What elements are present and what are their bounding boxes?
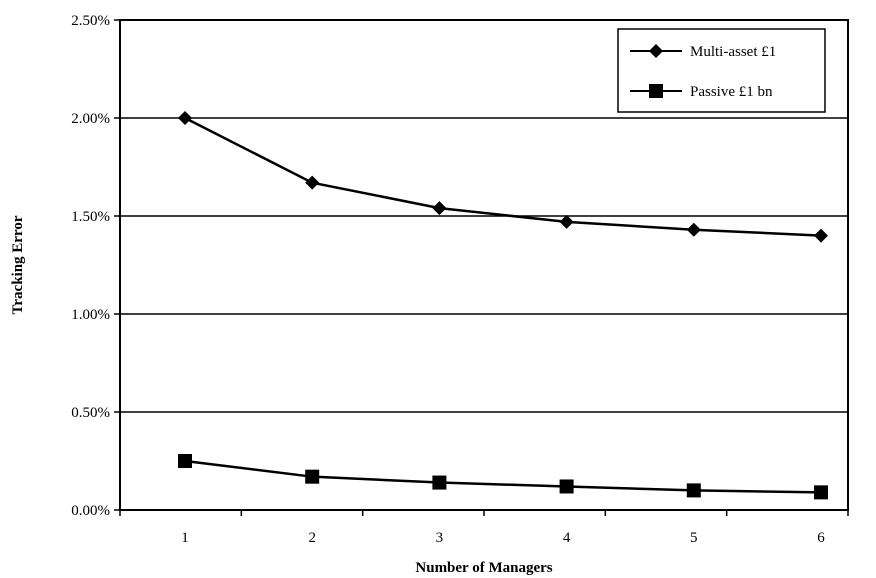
data-point-diamond [432, 201, 447, 216]
legend-marker-square [649, 84, 663, 98]
series-line-0 [184, 116, 822, 237]
y-tick-label: 1.50% [71, 209, 110, 225]
x-axis-title: Number of Managers [415, 560, 552, 576]
x-axis-ticks: 1 2 3 4 5 6 [119, 510, 849, 546]
x-tick-label: 3 [436, 530, 444, 546]
y-tick-label: 0.50% [71, 405, 110, 421]
data-point-square [559, 479, 574, 494]
y-tick-label: 2.00% [71, 111, 110, 127]
data-point-square [814, 485, 828, 500]
data-point-square [432, 475, 447, 490]
data-point-diamond [686, 222, 701, 237]
legend-box [617, 28, 826, 113]
series-line-1 [184, 459, 822, 494]
series [178, 111, 828, 500]
y-tick-label: 2.50% [71, 13, 110, 29]
x-tick-label: 5 [690, 530, 698, 546]
y-axis-title: Tracking Error [10, 215, 26, 314]
data-point-square [305, 469, 320, 484]
legend-marker-diamond [649, 44, 663, 58]
x-tick-label: 2 [308, 530, 316, 546]
x-tick-label: 6 [817, 530, 825, 546]
data-point-diamond [559, 214, 574, 229]
x-tick-label: 4 [563, 530, 571, 546]
data-point-square [686, 483, 701, 498]
y-axis-ticks: 0.00% 0.50% 1.00% 1.50% 2.00% 2.50% [71, 13, 120, 519]
y-tick-label: 0.00% [71, 503, 110, 519]
gridlines [120, 117, 848, 413]
legend: Multi-asset £1 Passive £1 bn [617, 28, 826, 113]
y-tick-label: 1.00% [71, 307, 110, 323]
data-point-diamond [305, 175, 320, 190]
legend-label-multi-asset: Multi-asset £1 [690, 44, 776, 60]
data-point-square [178, 454, 192, 468]
data-point-diamond [178, 111, 192, 125]
x-tick-label: 1 [181, 530, 189, 546]
data-point-diamond [814, 228, 828, 243]
legend-label-passive: Passive £1 bn [690, 84, 773, 100]
